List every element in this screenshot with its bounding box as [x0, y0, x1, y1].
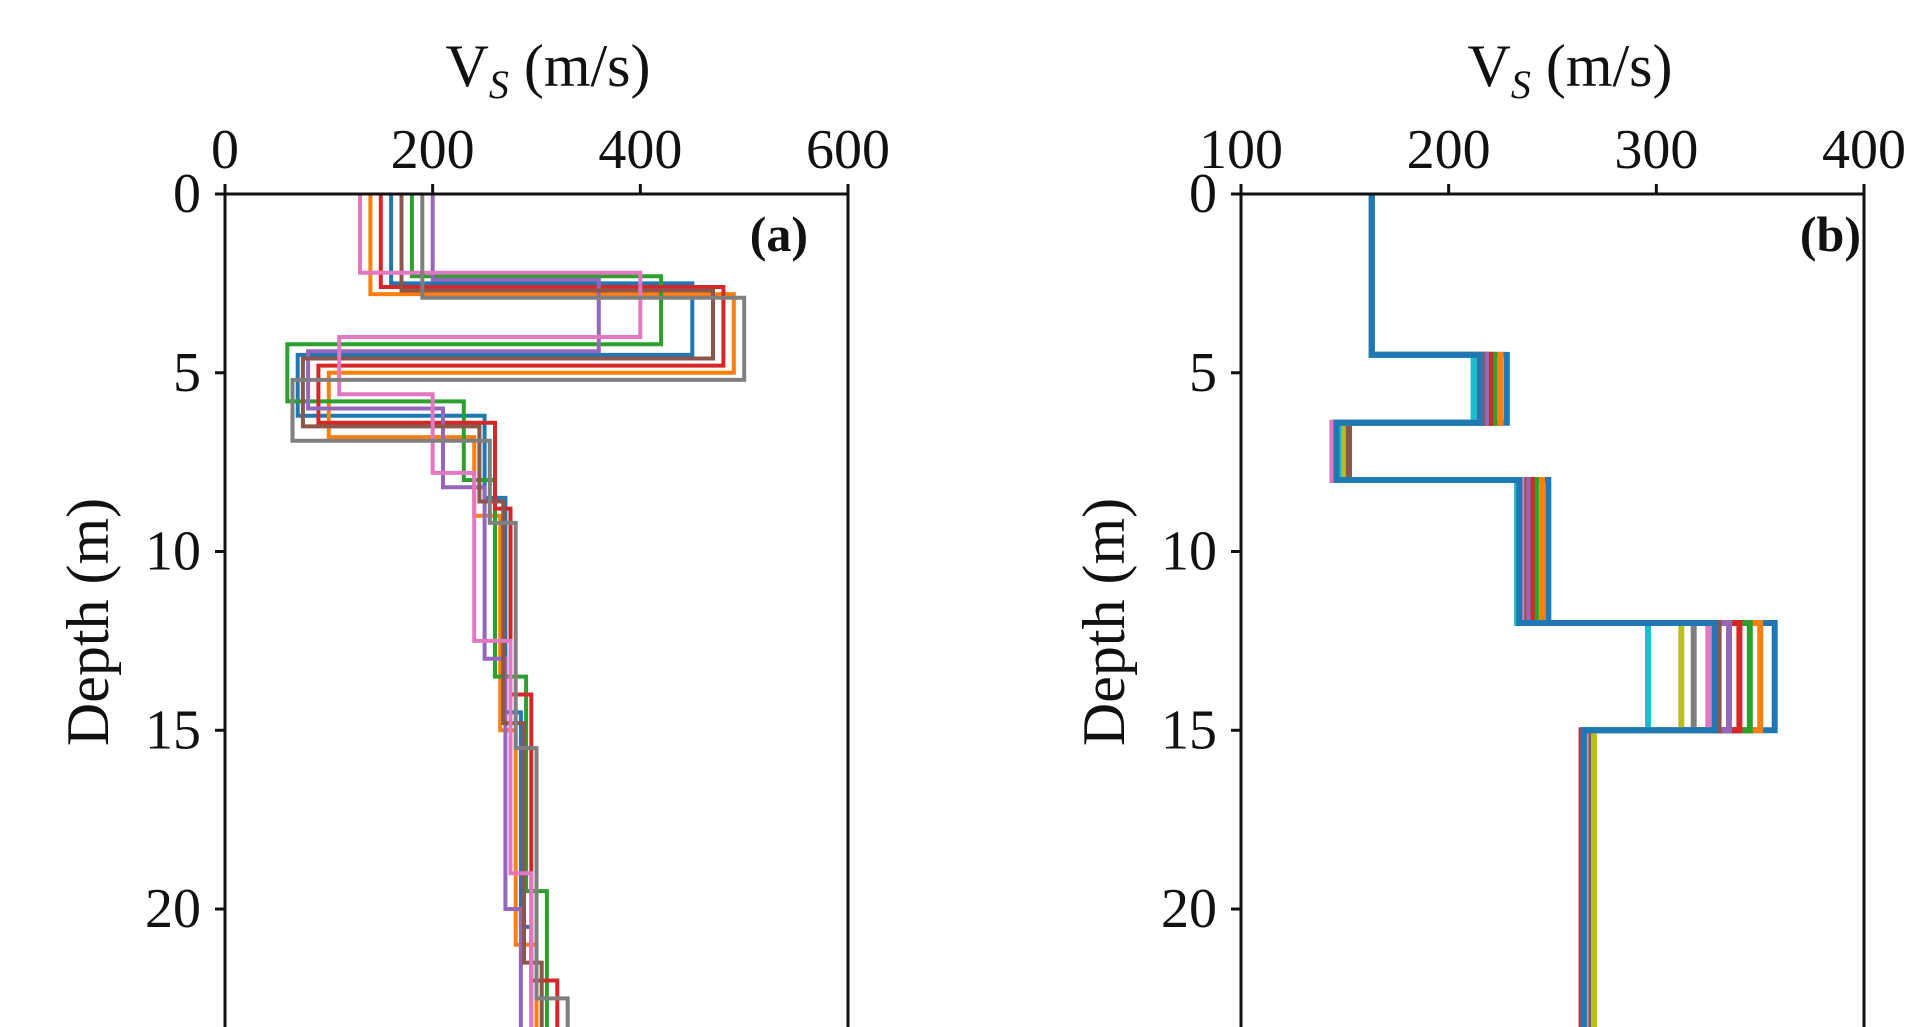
panel-a-xtick-label-400: 400 [598, 119, 682, 181]
panel-b-xlabel-unit: (m/s) [1531, 33, 1673, 99]
panel-b-series-1 [1341, 194, 1778, 1027]
panel-b-ylabel: Depth (m) [1071, 498, 1137, 746]
panel-a: (a) Depth (m) VS (m/s) 0 200 400 600 0 5 10 15 2… [55, 33, 890, 1027]
panel-b-series-group [1329, 194, 1778, 1027]
panel-a-series-7 [337, 194, 643, 1027]
panel-b-ytick-label-5: 5 [1189, 342, 1217, 404]
panel-a-series-group [285, 194, 747, 1027]
panel-b-xtick-label-300: 300 [1614, 119, 1698, 181]
panel-a-ytick-label-5: 5 [173, 342, 201, 404]
panel-a-ylabel: Depth (m) [55, 498, 121, 746]
panel-b-series-9 [1339, 194, 1685, 1027]
panel-a-xlabel: VS (m/s) [446, 33, 651, 107]
panel-a-series-8 [290, 194, 747, 1027]
panel-a-label: (a) [750, 206, 808, 262]
panel-a-xtick-label-600: 600 [806, 119, 890, 181]
panel-b-xtick-label-200: 200 [1407, 119, 1491, 181]
panel-b-series-11 [1333, 194, 1718, 1027]
panel-b-ytick-label-10: 10 [1161, 521, 1217, 583]
panel-a-ytick-label-20: 20 [145, 878, 201, 940]
panel-b-ytick-label-0: 0 [1189, 163, 1217, 225]
panel-a-ytick-label-15: 15 [145, 699, 201, 761]
panel-b-ytick-label-15: 15 [1161, 699, 1217, 761]
panel-a-xlabel-unit: (m/s) [509, 33, 651, 99]
panel-a-ytick-label-10: 10 [145, 521, 201, 583]
panel-b-xtick-label-100: 100 [1199, 119, 1283, 181]
panel-b-xlabel: VS (m/s) [1468, 33, 1673, 107]
panel-a-xlabel-main: V [446, 33, 489, 99]
panel-b-xlabel-sub: S [1511, 62, 1531, 107]
panel-b-label: (b) [1800, 206, 1861, 262]
panel-b: (b) Depth (m) VS (m/s) 100 200 300 400 0 5 10 1… [1071, 33, 1906, 1027]
panel-b-series-10 [1335, 194, 1651, 1027]
panel-b-xtick-label-400: 400 [1822, 119, 1906, 181]
panel-a-series-5 [306, 194, 601, 1027]
panel-a-xtick-label-200: 200 [391, 119, 475, 181]
panel-b-xlabel-main: V [1468, 33, 1511, 99]
panel-a-xlabel-sub: S [489, 62, 509, 107]
panel-a-xtick-label-0: 0 [211, 119, 239, 181]
panel-b-ytick-label-20: 20 [1161, 878, 1217, 940]
panel-a-series-6 [300, 194, 715, 1027]
panel-a-ytick-label-0: 0 [173, 163, 201, 225]
